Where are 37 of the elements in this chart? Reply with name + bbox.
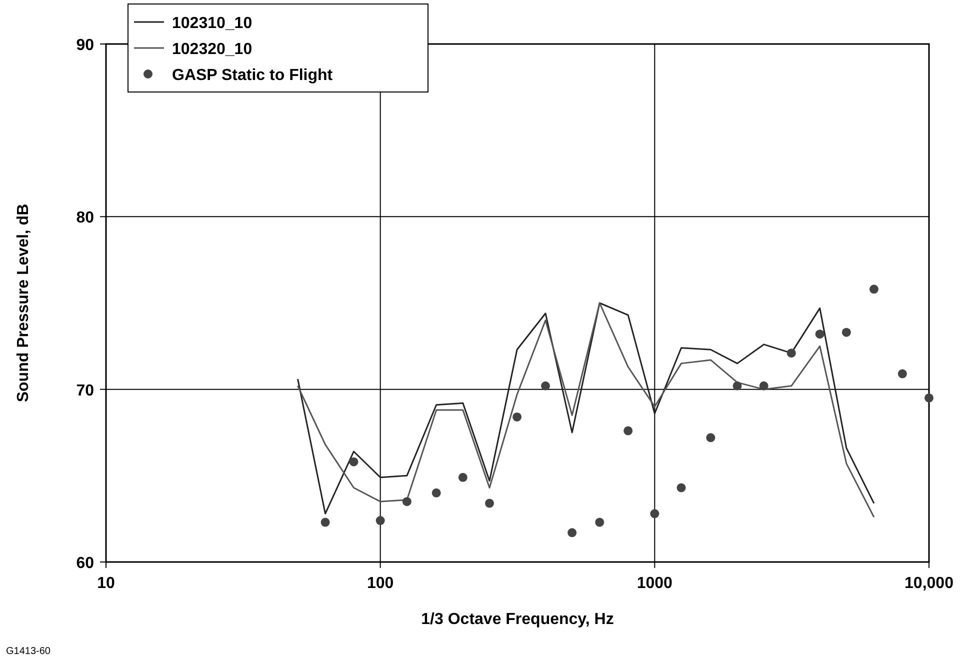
point bbox=[898, 369, 907, 378]
point bbox=[512, 412, 522, 422]
point bbox=[432, 488, 441, 498]
x-tick-label: 10 bbox=[97, 575, 115, 592]
x-tick-label: 100 bbox=[366, 575, 394, 592]
point bbox=[924, 393, 934, 402]
point bbox=[869, 284, 878, 294]
point bbox=[320, 518, 330, 527]
point bbox=[759, 381, 768, 390]
point bbox=[842, 328, 851, 337]
point bbox=[376, 516, 385, 526]
point bbox=[624, 426, 633, 436]
legend-label: 102320_10 bbox=[172, 41, 252, 58]
point bbox=[595, 518, 604, 527]
y-tick-label: 70 bbox=[76, 382, 94, 400]
point bbox=[568, 528, 577, 538]
y-tick-label: 60 bbox=[76, 555, 94, 572]
point bbox=[786, 348, 796, 358]
point bbox=[815, 330, 824, 339]
point bbox=[458, 472, 468, 482]
point bbox=[402, 497, 412, 506]
x-tick-label: 10,000 bbox=[904, 575, 954, 592]
y-tick-label: 90 bbox=[76, 37, 94, 54]
point bbox=[650, 509, 660, 518]
text: G1413-60 bbox=[6, 646, 51, 657]
point bbox=[732, 381, 742, 390]
point bbox=[485, 498, 494, 508]
point bbox=[349, 457, 358, 466]
y-tick-label: 80 bbox=[76, 210, 94, 227]
point bbox=[706, 433, 716, 442]
x-tick-label: 1000 bbox=[636, 575, 673, 592]
point bbox=[541, 381, 550, 390]
y-axis-title: Sound Pressure Level, dB bbox=[15, 204, 32, 402]
legend-label: 102310_10 bbox=[172, 15, 252, 32]
legend-label: GASP Static to Flight bbox=[172, 67, 334, 84]
point bbox=[676, 483, 686, 492]
x-axis-title: 1/3 Octave Frequency, Hz bbox=[421, 611, 614, 628]
